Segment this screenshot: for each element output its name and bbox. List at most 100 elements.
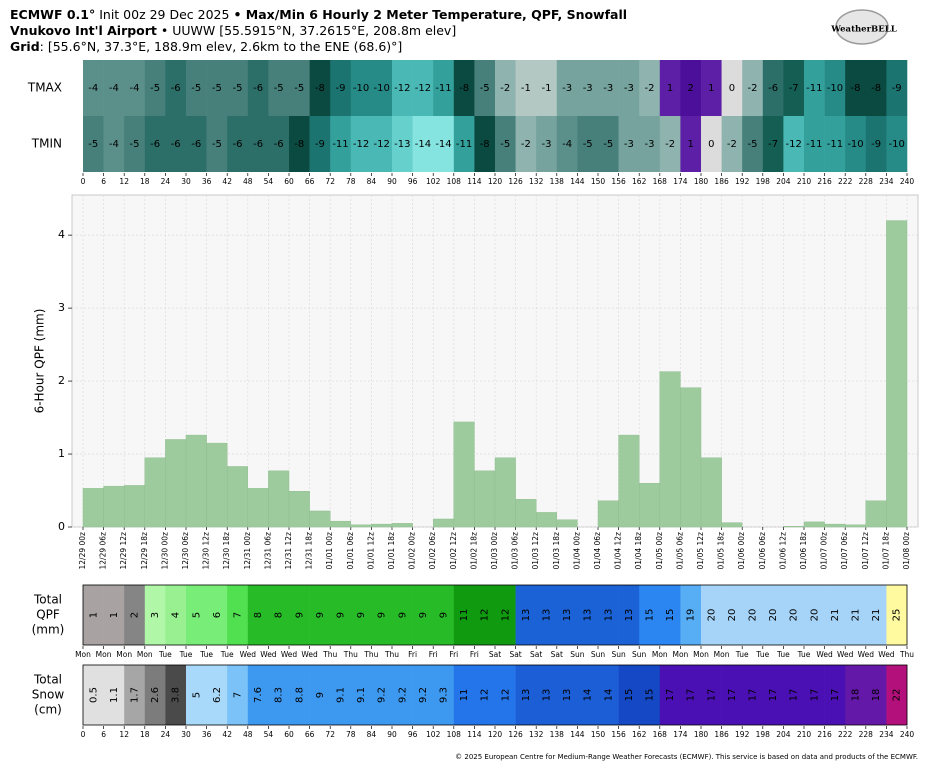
bar [886,220,908,528]
x-tick-label: 12/30 06z [181,532,190,570]
x-tick-label: Mon [96,650,112,659]
bar [185,434,207,528]
x-tick-label: 132 [529,730,544,739]
cell-label: 17 [686,689,697,702]
cell-label: 11 [459,609,470,622]
cell-label: -5 [233,83,243,94]
cell-label: 9.2 [418,687,429,703]
cell-label: -8 [315,83,325,94]
cell-label: -10 [827,83,843,94]
strip-cell [83,585,104,645]
x-tick-label: Thu [384,650,399,659]
heat-cell [659,60,681,116]
cell-label: -3 [624,83,634,94]
heat-cell [865,60,887,116]
strip-cell [762,585,784,645]
x-tick-label: Tue [179,650,193,659]
x-tick-label: 72 [325,730,335,739]
strip-cell [309,585,331,645]
cell-label: -9 [871,139,881,150]
strip-cell [392,585,413,645]
strip-cell [536,585,558,645]
cell-label: 9 [315,612,326,618]
x-tick-label: 156 [611,730,626,739]
strip-cell [659,665,681,725]
header-segment: • UUWW [55.5915°N, 37.2615°E, 208.8m ele… [157,23,456,38]
cell-label: -5 [150,83,160,94]
cell-label: -4 [562,139,572,150]
y-axis-label: 6-Hour QPF (mm) [33,309,47,414]
strip-cell [206,665,228,725]
strip-cell [577,665,599,725]
header-line: ECMWF 0.1° Init 00z 29 Dec 2025 • Max/Mi… [10,7,627,22]
x-tick-label: 12/31 18z [305,532,314,570]
x-tick-label: 90 [387,177,397,186]
x-tick-label: Sat [530,650,542,659]
cell-label: -5 [274,83,284,94]
x-tick-label: Mon [672,650,688,659]
bar [803,521,825,528]
cell-label: -8 [480,139,490,150]
x-tick-label: 01/02 12z [449,532,458,570]
x-tick-label: 216 [817,177,832,186]
x-tick-label: 60 [284,177,294,186]
strip-cell [865,585,887,645]
x-tick-label: Sun [632,650,647,659]
cell-label: -11 [827,139,843,150]
strip-cell [247,665,269,725]
strip-cell [165,585,187,645]
x-tick-label: Fri [429,650,438,659]
strip-cell [886,585,908,645]
heat-cell [783,60,805,116]
cell-label: 9.3 [439,687,450,703]
x-tick-label: Thu [899,650,914,659]
x-tick-label: Fri [449,650,458,659]
x-tick-label: 12/30 12z [202,532,211,570]
cell-label: 18 [871,689,882,702]
strip-cell [495,665,516,725]
heat-cell [762,60,784,116]
x-tick-label: 108 [447,730,462,739]
strip-frame [82,664,908,726]
bar [783,526,805,528]
heat-cell [309,116,331,172]
strip-cell [556,665,578,725]
strip-cell [186,665,207,725]
x-tick-label: Tue [158,650,172,659]
cell-label: -6 [233,139,243,150]
x-tick-label: 126 [508,730,523,739]
heat-cell [227,60,249,116]
strip-cell [804,665,825,725]
strip-cell [845,585,867,645]
x-tick-label: 12/29 18z [140,532,149,570]
x-tick-label: 01/03 18z [552,532,561,570]
x-tick-label: 132 [529,177,544,186]
cell-label: 9.1 [356,687,367,703]
cell-label: 0 [708,139,714,150]
heat-cell [804,60,825,116]
cell-label: 13 [542,609,553,622]
x-tick-label: 36 [202,177,212,186]
cell-label: -3 [624,139,634,150]
cell-label: -6 [253,139,263,150]
cell-label: 17 [809,689,820,702]
x-tick-label: Mon [693,650,709,659]
x-tick-label: Thu [363,650,378,659]
bar [268,470,290,528]
x-tick-label: Fri [408,650,417,659]
x-tick-label: 162 [632,177,647,186]
strip-cell [103,585,125,645]
x-tick-label: 12/30 18z [222,532,231,570]
x-tick-label: 120 [488,177,503,186]
heat-cell [371,60,393,116]
strip-cell [371,585,393,645]
bar [165,439,187,528]
bar [618,434,640,528]
header-segment: • Max/Min 6 Hourly 2 Meter Temperature, … [233,7,627,22]
heat-cell [886,60,908,116]
x-tick-label: 01/02 06z [428,532,437,570]
x-tick-label: 138 [550,730,565,739]
strip-cell [206,585,228,645]
x-tick-label: 180 [694,177,709,186]
